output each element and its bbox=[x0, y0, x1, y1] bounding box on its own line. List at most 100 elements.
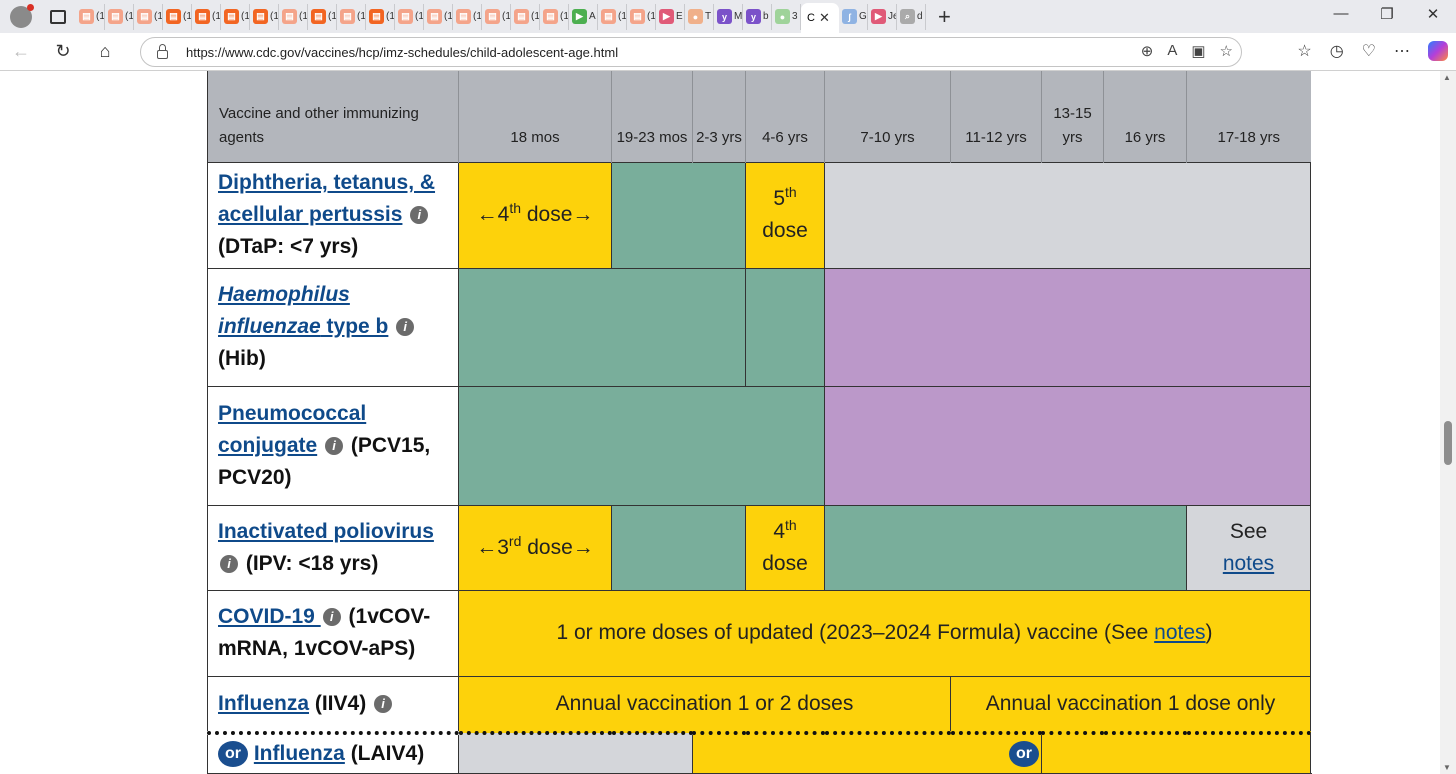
hib-link[interactable]: Haemophilus influenzae type b bbox=[218, 283, 389, 338]
history-icon[interactable]: ◷ bbox=[1329, 43, 1344, 60]
browser-tab[interactable]: ▤ (1 bbox=[540, 3, 569, 30]
vertical-tabs-icon[interactable] bbox=[50, 9, 66, 24]
browser-tab[interactable]: ▤ (1 bbox=[221, 3, 250, 30]
tab-favicon-icon: ▤ bbox=[195, 9, 210, 24]
tab-strip-trailing: ʃG▶Je⌕d bbox=[839, 0, 926, 33]
browser-tab[interactable]: ▤ (1 bbox=[424, 3, 453, 30]
browser-tab[interactable]: ▤ (1 bbox=[250, 3, 279, 30]
browser-tab[interactable]: ▤ (1 bbox=[598, 3, 627, 30]
tab-label: 3 bbox=[792, 11, 798, 22]
info-icon[interactable]: i bbox=[322, 608, 341, 627]
back-icon[interactable]: ← bbox=[12, 41, 30, 61]
browser-tab[interactable]: ▤ (1 bbox=[308, 3, 337, 30]
browser-tab[interactable]: ▤ (1 bbox=[134, 3, 163, 30]
favorite-star-icon[interactable]: ☆ bbox=[1219, 43, 1233, 60]
covid-link[interactable]: COVID-19 bbox=[218, 605, 321, 628]
immunization-schedule-table: Vaccine and other immunizing agents 18 m… bbox=[207, 71, 1311, 774]
ipv-18mos-dose: ←3rd dose→ bbox=[458, 504, 612, 591]
tab-favicon-icon: ▤ bbox=[456, 9, 471, 24]
tab-label: (1 bbox=[560, 11, 569, 22]
browser-tab[interactable]: ▤ (1 bbox=[105, 3, 134, 30]
tab-label: E bbox=[676, 11, 683, 22]
dtap-link[interactable]: Diphtheria, tetanus, & acellular pertuss… bbox=[218, 171, 436, 226]
pcv-catchup-cell bbox=[458, 385, 825, 506]
minimize-icon[interactable]: — bbox=[1333, 5, 1349, 22]
notes-link[interactable]: notes bbox=[1154, 621, 1206, 644]
browser-tab[interactable]: ▤ (1 bbox=[453, 3, 482, 30]
ipv-link[interactable]: Inactivated poliovirus bbox=[218, 519, 434, 543]
browser-tab[interactable]: ▤ (1 bbox=[366, 3, 395, 30]
copilot-icon[interactable] bbox=[1428, 41, 1448, 61]
browser-tab[interactable]: ▤ (1 bbox=[395, 3, 424, 30]
zoom-icon[interactable]: ⊕ bbox=[1140, 43, 1154, 60]
header-age: 4-6 yrs bbox=[745, 71, 825, 162]
close-window-icon[interactable]: ✕ bbox=[1426, 6, 1440, 23]
extensions-icon[interactable]: ♡ bbox=[1361, 43, 1376, 60]
browser-tab-bar: ▤ (1 ▤ (1 ▤ (1 ▤ (1 ▤ (1 ▤ (1 ▤ (1 ▤ (1 ▤ (1 ▤ (1 ▤ (1 ▤ (1 ▤ (1 ▤… bbox=[0, 0, 1456, 33]
scrollbar-thumb[interactable] bbox=[1444, 421, 1452, 465]
dtap-catchup-cell bbox=[611, 161, 746, 269]
info-icon[interactable]: i bbox=[220, 554, 238, 573]
header-age: 18 mos bbox=[458, 71, 612, 162]
tab-label: (1 bbox=[96, 11, 105, 22]
restore-icon[interactable]: ❐ bbox=[1380, 6, 1394, 23]
or-badge: or bbox=[218, 741, 248, 768]
browser-tab[interactable]: ▶Je bbox=[868, 3, 897, 30]
refresh-icon[interactable]: ↻ bbox=[55, 41, 71, 61]
page-scrollbar[interactable]: ▲ ▼ bbox=[1440, 71, 1456, 774]
vaccine-name-covid: COVID-19 i (1vCOV-mRNA, 1vCOV-aPS) bbox=[207, 589, 459, 677]
or-badge: or bbox=[1009, 741, 1039, 768]
browser-tab[interactable]: ▤ (1 bbox=[163, 3, 192, 30]
browser-tab[interactable]: ● T bbox=[685, 3, 714, 30]
row-pcv: Pneumococcal conjugate i (PCV15, PCV20) bbox=[207, 385, 1311, 506]
toolbar-right: ☆ ◷ ♡ ⋯ bbox=[1297, 41, 1448, 61]
more-icon[interactable]: ⋯ bbox=[1394, 43, 1410, 60]
tab-label: (1 bbox=[531, 11, 540, 22]
browser-tab[interactable]: ⌕ d bbox=[897, 3, 926, 30]
tab-favicon-icon: ▤ bbox=[398, 9, 413, 24]
browser-tab[interactable]: ▤ (1 bbox=[192, 3, 221, 30]
influenza-link[interactable]: Influenza bbox=[218, 691, 310, 715]
browser-tab[interactable]: ● 3 bbox=[772, 3, 801, 30]
notes-link[interactable]: notes bbox=[1222, 551, 1275, 575]
tab-favicon-icon: ▤ bbox=[543, 9, 558, 24]
pcv-link[interactable]: Pneumococcal conjugate bbox=[218, 401, 367, 457]
tab-favicon-icon: ▤ bbox=[630, 9, 645, 24]
info-icon[interactable]: i bbox=[325, 436, 344, 455]
new-tab-button[interactable]: + bbox=[938, 3, 951, 29]
browser-tab[interactable]: ▤ (1 bbox=[511, 3, 540, 30]
scroll-down-icon[interactable]: ▼ bbox=[1443, 763, 1451, 772]
favorites-icon[interactable]: ☆ bbox=[1297, 43, 1312, 60]
active-tab[interactable]: C ✕ bbox=[801, 3, 839, 33]
info-icon[interactable]: i bbox=[396, 318, 415, 337]
tab-favicon-icon: ▶ bbox=[572, 9, 587, 24]
info-icon[interactable]: i bbox=[374, 695, 393, 714]
influenza-laiv-link[interactable]: Influenza bbox=[253, 741, 345, 765]
scroll-up-icon[interactable]: ▲ bbox=[1443, 73, 1451, 82]
profile-avatar-icon[interactable] bbox=[10, 3, 34, 28]
browser-tab[interactable]: ▤ (1 bbox=[337, 3, 366, 30]
browser-tab[interactable]: ▤ (1 bbox=[76, 3, 105, 30]
browser-tab[interactable]: ▶ E bbox=[656, 3, 685, 30]
lock-icon[interactable] bbox=[157, 44, 168, 59]
browser-tab[interactable]: ▤ (1 bbox=[627, 3, 656, 30]
tab-label: (1 bbox=[502, 11, 511, 22]
close-tab-icon[interactable]: ✕ bbox=[818, 10, 830, 25]
tab-favicon-icon: ▤ bbox=[311, 9, 326, 24]
reader-view-icon[interactable]: ▣ bbox=[1191, 43, 1206, 60]
hib-abbrev: (Hib) bbox=[218, 347, 266, 370]
tab-label: (1 bbox=[647, 11, 656, 22]
info-icon[interactable]: i bbox=[410, 206, 429, 225]
vaccine-name-pcv: Pneumococcal conjugate i (PCV15, PCV20) bbox=[207, 385, 459, 506]
browser-tab[interactable]: ▤ (1 bbox=[279, 3, 308, 30]
browser-tab[interactable]: ▤ (1 bbox=[482, 3, 511, 30]
tab-label: A bbox=[589, 11, 596, 22]
read-aloud-icon[interactable]: A bbox=[1167, 42, 1178, 59]
active-tab-label: C bbox=[807, 12, 815, 24]
browser-tab[interactable]: ▶ A bbox=[569, 3, 598, 30]
home-icon[interactable]: ⌂ bbox=[99, 41, 111, 61]
url-field[interactable]: https://www.cdc.gov/vaccines/hcp/imz-sch… bbox=[140, 37, 1242, 67]
